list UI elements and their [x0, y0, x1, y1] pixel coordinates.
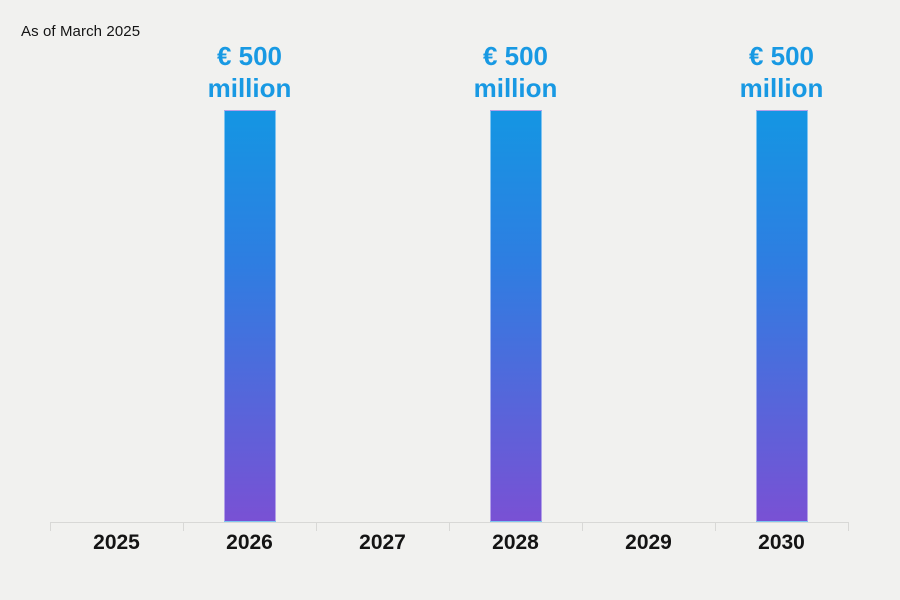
bar-value-label-line: € 500 [748, 41, 815, 71]
bar-value-label-line: € 500 [216, 41, 283, 71]
x-tick-label: 2029 [625, 531, 672, 554]
x-tick-label: 2027 [359, 531, 406, 554]
x-tick-label: 2026 [226, 531, 273, 554]
x-axis-tick [848, 522, 849, 531]
x-axis-tick [715, 522, 716, 531]
bar-value-label: € 500 million [449, 40, 582, 104]
x-axis-tick [449, 522, 450, 531]
x-axis-tick [183, 522, 184, 531]
bar-value-label-line: million [739, 73, 824, 103]
bar-value-label-line: million [473, 73, 558, 103]
bar-value-label: € 500 million [183, 40, 316, 104]
x-axis-tick [50, 522, 51, 531]
bar [489, 110, 542, 522]
x-tick-label: 2030 [758, 531, 805, 554]
x-tick-label: 2028 [492, 531, 539, 554]
bar-value-label-line: million [207, 73, 292, 103]
x-axis-tick [316, 522, 317, 531]
chart-annotation: As of March 2025 [21, 23, 141, 40]
bar-value-label-line: € 500 [482, 41, 549, 71]
x-axis-tick [582, 522, 583, 531]
bar [755, 110, 808, 522]
bar-value-label: € 500 million [715, 40, 848, 104]
bar [223, 110, 276, 522]
x-tick-label: 2025 [93, 531, 140, 554]
